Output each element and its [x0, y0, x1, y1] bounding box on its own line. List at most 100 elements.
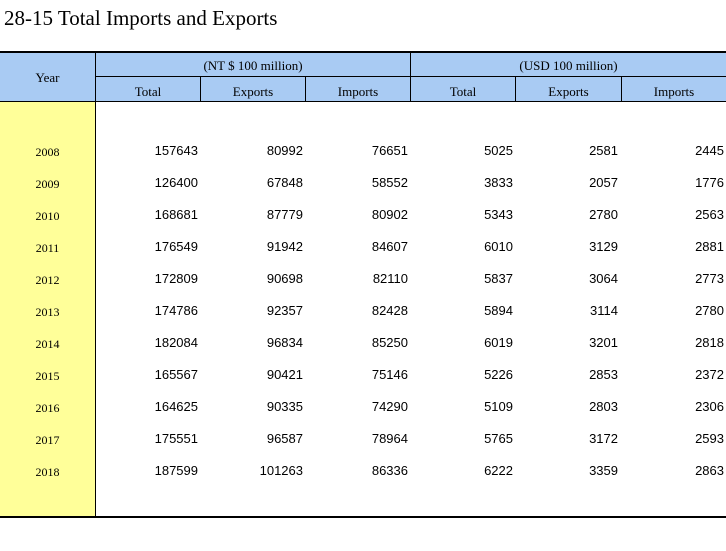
- usd-exports-cell: 3114: [590, 303, 618, 318]
- year-cell: 2009: [35, 177, 60, 191]
- table-row: 2016 164625 90335 74290 5109 2803 2306: [0, 391, 726, 423]
- usd-imports-cell: 1776: [695, 175, 724, 190]
- ntd-imports-cell: 58552: [371, 175, 408, 190]
- header-divider: [621, 77, 622, 102]
- usd-total-cell: 5343: [484, 207, 513, 222]
- ntd-group-header: (NT $ 100 million): [203, 58, 303, 73]
- year-cell: 2018: [35, 465, 60, 479]
- ntd-imports-cell: 75146: [371, 367, 408, 382]
- year-column-background: [0, 102, 95, 517]
- header-divider: [410, 53, 411, 102]
- table-row: 2015 165567 90421 75146 5226 2853 2372: [0, 359, 726, 391]
- table-header: Year (NT $ 100 million) (USD 100 million…: [0, 51, 726, 102]
- ntd-imports-cell: 86336: [371, 463, 408, 478]
- year-cell: 2013: [35, 305, 60, 319]
- table-row: 2018 187599 101263 86336 6222 3359 2863: [0, 455, 726, 487]
- usd-group-header: (USD 100 million): [519, 58, 618, 73]
- header-divider: [200, 77, 201, 102]
- usd-total-cell: 5226: [484, 367, 513, 382]
- year-cell: 2010: [35, 209, 60, 223]
- ntd-total-cell: 175551: [154, 431, 198, 446]
- usd-imports-cell: 2306: [695, 399, 724, 414]
- header-divider: [96, 76, 726, 77]
- ntd-imports-cell: 84607: [371, 239, 408, 254]
- ntd-exports-header: Exports: [232, 84, 274, 99]
- table-row: 2013 174786 92357 82428 5894 3114 2780: [0, 295, 726, 327]
- ntd-imports-cell: 74290: [371, 399, 408, 414]
- usd-total-header: Total: [449, 84, 477, 99]
- table-row: 2010 168681 87779 80902 5343 2780 2563: [0, 199, 726, 231]
- usd-exports-cell: 3172: [589, 431, 618, 446]
- usd-imports-cell: 2780: [695, 303, 724, 318]
- ntd-imports-cell: 78964: [371, 431, 408, 446]
- usd-exports-cell: 2853: [589, 367, 618, 382]
- table-row: 2009 126400 67848 58552 3833 2057 1776: [0, 167, 726, 199]
- ntd-total-cell: 126400: [154, 175, 198, 190]
- table-body: 2008 157643 80992 76651 5025 2581 2445 2…: [0, 135, 726, 487]
- year-cell: 2016: [35, 401, 60, 415]
- ntd-exports-cell: 67848: [266, 175, 303, 190]
- usd-imports-cell: 2863: [695, 463, 724, 478]
- ntd-total-cell: 168681: [154, 207, 198, 222]
- ntd-total-cell: 165567: [154, 367, 198, 382]
- ntd-imports-cell: 80902: [371, 207, 408, 222]
- usd-total-cell: 5025: [484, 143, 513, 158]
- table-bottom-rule: [0, 516, 726, 518]
- table-row: 2011 176549 91942 84607 6010 3129 2881: [0, 231, 726, 263]
- ntd-imports-header: Imports: [337, 84, 379, 99]
- table-row: 2014 182084 96834 85250 6019 3201 2818: [0, 327, 726, 359]
- year-header: Year: [35, 70, 60, 85]
- ntd-total-cell: 187599: [154, 463, 198, 478]
- usd-exports-cell: 3064: [589, 271, 618, 286]
- usd-imports-cell: 2881: [695, 239, 724, 254]
- ntd-total-cell: 182084: [154, 335, 198, 350]
- usd-exports-header: Exports: [548, 84, 589, 99]
- year-cell: 2014: [35, 337, 60, 351]
- ntd-total-cell: 176549: [154, 239, 198, 254]
- usd-total-cell: 6222: [484, 463, 513, 478]
- usd-exports-cell: 3201: [589, 335, 618, 350]
- ntd-imports-cell: 82110: [372, 271, 408, 286]
- usd-imports-cell: 2593: [695, 431, 724, 446]
- usd-total-cell: 3833: [484, 175, 513, 190]
- table-row: 2012 172809 90698 82110 5837 3064 2773: [0, 263, 726, 295]
- usd-imports-header: Imports: [653, 84, 695, 99]
- year-cell: 2017: [35, 433, 60, 447]
- page-title: 28-15 Total Imports and Exports: [4, 6, 278, 30]
- year-column-divider: [95, 102, 96, 517]
- ntd-total-cell: 157643: [154, 143, 198, 158]
- usd-exports-cell: 2803: [589, 399, 618, 414]
- usd-total-cell: 6010: [484, 239, 513, 254]
- usd-exports-cell: 3129: [589, 239, 618, 254]
- year-cell: 2015: [35, 369, 60, 383]
- ntd-exports-cell: 90421: [266, 367, 303, 382]
- usd-imports-cell: 2563: [695, 207, 724, 222]
- year-cell: 2011: [35, 241, 60, 255]
- ntd-total-cell: 174786: [154, 303, 198, 318]
- header-divider: [515, 77, 516, 102]
- ntd-exports-cell: 101263: [259, 463, 303, 478]
- ntd-total-header: Total: [134, 84, 162, 99]
- ntd-imports-cell: 76651: [371, 143, 408, 158]
- ntd-exports-cell: 96587: [266, 431, 303, 446]
- header-divider: [305, 77, 306, 102]
- ntd-imports-cell: 85250: [371, 335, 408, 350]
- ntd-imports-cell: 82428: [371, 303, 408, 318]
- usd-exports-cell: 2780: [589, 207, 618, 222]
- ntd-exports-cell: 90698: [266, 271, 303, 286]
- usd-total-cell: 6019: [484, 335, 513, 350]
- usd-imports-cell: 2372: [695, 367, 724, 382]
- usd-exports-cell: 2057: [589, 175, 618, 190]
- ntd-total-cell: 172809: [154, 271, 198, 286]
- usd-total-cell: 5109: [484, 399, 513, 414]
- usd-exports-cell: 3359: [589, 463, 618, 478]
- table-row: 2017 175551 96587 78964 5765 3172 2593: [0, 423, 726, 455]
- usd-exports-cell: 2581: [589, 143, 618, 158]
- year-cell: 2008: [35, 145, 60, 159]
- usd-imports-cell: 2445: [695, 143, 724, 158]
- table-row: 2008 157643 80992 76651 5025 2581 2445: [0, 135, 726, 167]
- ntd-total-cell: 164625: [154, 399, 198, 414]
- ntd-exports-cell: 92357: [266, 303, 303, 318]
- ntd-exports-cell: 96834: [266, 335, 303, 350]
- usd-imports-cell: 2773: [695, 271, 724, 286]
